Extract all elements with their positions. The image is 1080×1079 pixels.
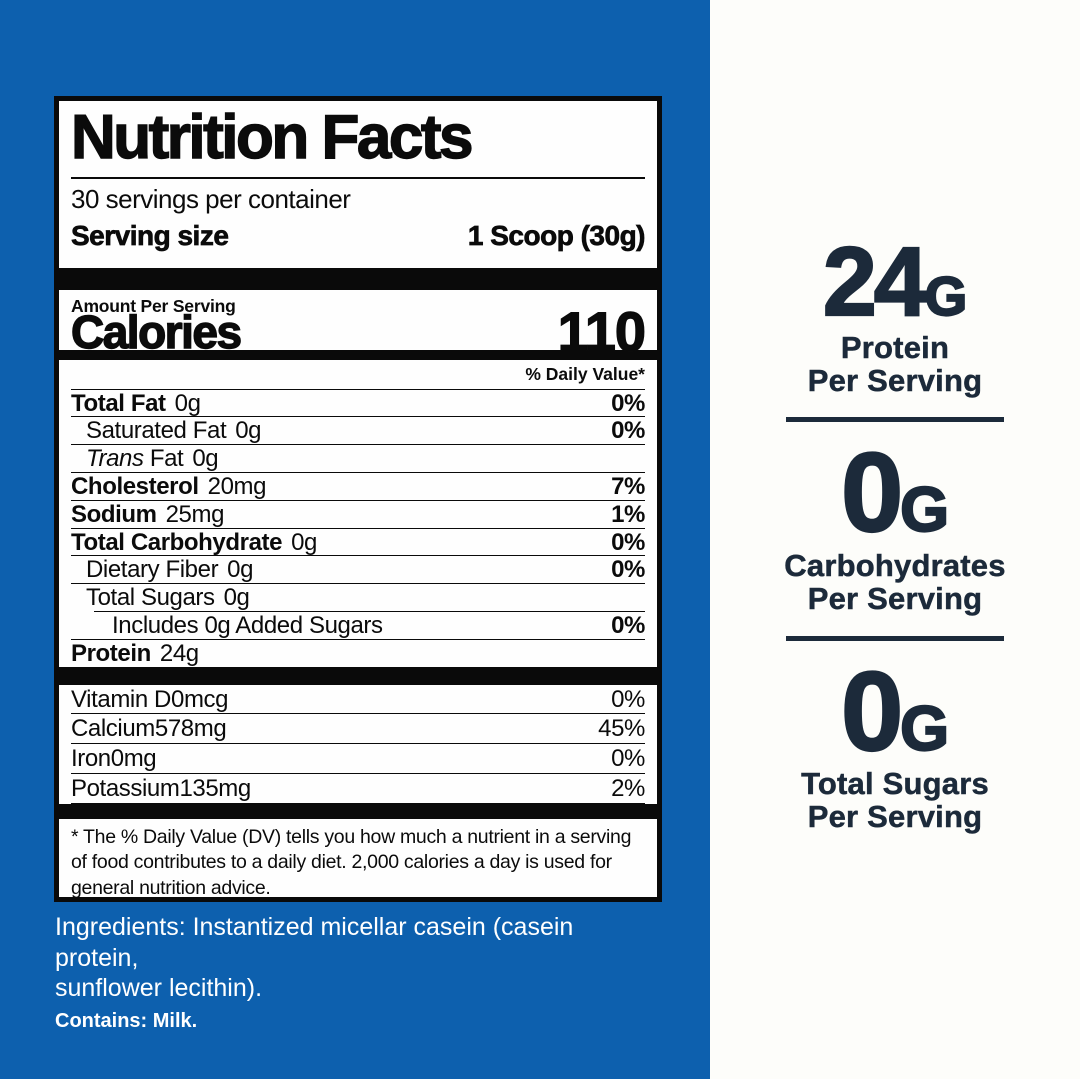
ingredients-text-line2: sunflower lecithin).: [55, 974, 263, 1002]
carbohydrates-callout-label: Carbohydrates Per Serving: [784, 547, 1006, 616]
calories-label: Calories: [70, 305, 242, 358]
macro-callout-column: 24G Protein Per Serving 0G Carbohydrates…: [710, 0, 1080, 1079]
thick-bar: [59, 268, 657, 291]
serving-size-row: Serving size 1 Scoop (30g): [71, 220, 646, 252]
vitamin-row-potassium: Potassium135mg 2%: [71, 774, 645, 804]
protein-callout-label: Protein Per Serving: [807, 329, 983, 398]
nutrient-row-saturated-fat: Saturated Fat 0g 0%: [71, 417, 645, 446]
protein-grams-value: 24G: [822, 227, 968, 336]
vitamin-row-calcium: Calcium578mg 45%: [71, 715, 645, 745]
ingredients-text-line1: Ingredients: Instantized micellar casein…: [55, 913, 574, 972]
nutrition-facts-label: Nutrition Facts 30 servings per containe…: [54, 96, 662, 902]
medium-bar: [59, 349, 657, 360]
callout-carbohydrates: 0G Carbohydrates Per Serving: [784, 430, 1006, 616]
servings-per-container: 30 servings per container: [71, 184, 351, 215]
amount-per-serving: Amount Per Serving: [71, 296, 236, 317]
carbohydrates-grams-value: 0G: [840, 430, 950, 556]
nutrient-row-added-sugars: Includes 0g Added Sugars 0%: [71, 612, 645, 640]
daily-value-header: % Daily Value*: [71, 360, 645, 390]
vitamin-row-vitamin-d: Vitamin D0mcg 0%: [71, 685, 645, 715]
thick-bar: [59, 803, 657, 819]
nutrient-row-total-fat: Total Fat 0g 0%: [71, 389, 645, 418]
nutrient-row-sodium: Sodium 25mg 1%: [71, 500, 645, 529]
serving-size-value: 1 Scoop (30g): [467, 220, 646, 252]
nutrient-row-total-sugars: Total Sugars 0g: [86, 584, 250, 612]
nutrient-row-protein: Protein 24g: [71, 639, 199, 667]
nutrient-row-trans-fat: Trans Fat 0g: [71, 445, 645, 473]
callout-total-sugars: 0G Total Sugars Per Serving: [801, 648, 989, 835]
thick-bar: [59, 666, 657, 685]
contains-statement: Contains: Milk.: [55, 1009, 198, 1032]
indented-separator: [94, 610, 645, 612]
nutrient-row-dietary-fiber: Dietary Fiber 0g 0%: [71, 556, 645, 585]
total-sugars-callout-label: Total Sugars Per Serving: [801, 766, 989, 835]
daily-value-footnote: * The % Daily Value (DV) tells you how m…: [71, 825, 632, 900]
ingredients-block: Ingredients: Instantized micellar casein…: [55, 912, 655, 1033]
callout-divider: [786, 417, 1004, 423]
title-rule: [71, 177, 645, 180]
calories-row: Calories 110: [70, 299, 647, 363]
total-sugars-grams-value: 0G: [840, 648, 950, 774]
label-title: Nutrition Facts: [70, 103, 474, 172]
serving-size-label: Serving size: [71, 220, 230, 252]
callout-divider: [786, 635, 1004, 641]
vitamin-row-iron: Iron0mg 0%: [71, 745, 645, 774]
callout-protein: 24G Protein Per Serving: [807, 227, 983, 398]
calories-value: 110: [557, 299, 647, 363]
nutrient-row-cholesterol: Cholesterol 20mg 7%: [71, 472, 645, 501]
nutrient-row-total-carbohydrate: Total Carbohydrate 0g 0%: [71, 528, 645, 557]
